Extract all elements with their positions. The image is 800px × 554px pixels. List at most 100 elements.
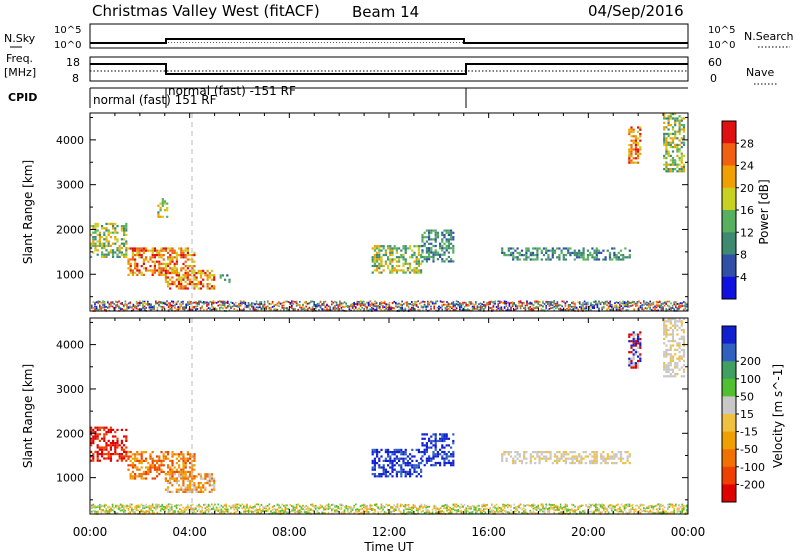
colorbar-swatch xyxy=(722,414,736,433)
scatter-region-3 xyxy=(164,473,216,493)
colorbar-swatch xyxy=(722,431,736,450)
y-tick-label: 1000 xyxy=(56,268,84,281)
colorbar-swatch xyxy=(722,396,736,415)
y-tick-label: 3000 xyxy=(56,383,84,396)
nsky-label: N.Sky xyxy=(4,32,36,45)
x-tick-label: 20:00 xyxy=(571,525,606,539)
colorbar-swatch xyxy=(722,210,736,233)
y-tick-label: 4000 xyxy=(56,134,84,147)
power-colorbar: 4 8 12 16 20 24 28 xyxy=(721,120,754,300)
scatter-region-4 xyxy=(219,274,231,284)
freq-tick-top: 18 xyxy=(66,56,80,69)
colorbar-swatch xyxy=(722,187,736,211)
nsky-trace xyxy=(90,38,688,44)
y-tick-label: 2000 xyxy=(56,427,84,440)
scatter-region-7 xyxy=(628,331,642,369)
freq-label-line1: Freq. xyxy=(6,52,33,65)
scatter-region-7 xyxy=(421,229,455,263)
velocity-colorbar-label: Velocity [m s^-1] xyxy=(771,364,785,468)
x-tick-label: 08:00 xyxy=(272,525,307,539)
colorbar-tick-label: 16 xyxy=(740,204,754,217)
nsearch-label: N.Search xyxy=(744,30,794,43)
velocity-panel: 1000 2000 3000 4000 Slant Range [km] -200 -1… xyxy=(21,317,785,515)
x-tick-label: 00:00 xyxy=(73,525,108,539)
y-tick-label: 4000 xyxy=(56,339,84,352)
colorbar-swatch xyxy=(722,232,736,255)
colorbar-swatch xyxy=(722,378,736,397)
scatter-region-10 xyxy=(663,113,686,173)
colorbar-swatch xyxy=(722,276,736,300)
x-tick-label: 00:00 xyxy=(671,525,706,539)
x-axis-label: Time UT xyxy=(363,540,414,554)
scatter-region-5 xyxy=(421,433,455,467)
cpid-strip: CPID normal (fast) 151 RF normal (fast) … xyxy=(8,84,688,108)
y-tick-label: 2000 xyxy=(56,223,84,236)
freq-label-line2: [MHz] xyxy=(4,66,36,79)
beam-label: Beam 14 xyxy=(352,3,419,21)
y-tick-label: 3000 xyxy=(56,179,84,192)
colorbar-tick-label: 50 xyxy=(740,390,754,403)
freq-tick-bottom: 8 xyxy=(72,72,79,85)
scatter-region-4 xyxy=(371,448,423,478)
colorbar-swatch xyxy=(722,466,736,485)
power-ylabel: Slant Range [km] xyxy=(21,160,35,264)
scatter-region-8 xyxy=(663,318,686,378)
colorbar-swatch xyxy=(722,121,736,144)
colorbar-swatch xyxy=(722,326,736,345)
scatter-region-2 xyxy=(127,247,196,276)
scatter-region-9 xyxy=(628,126,642,164)
colorbar-tick-label: -200 xyxy=(740,478,765,491)
plot-title: Christmas Valley West (fitACF) xyxy=(92,2,320,20)
colorbar-tick-label: 12 xyxy=(740,226,754,239)
colorbar-tick-label: 20 xyxy=(740,182,754,195)
nave-label: Nave xyxy=(746,66,774,79)
colorbar-tick-label: 15 xyxy=(740,408,754,421)
colorbar-tick-label: 28 xyxy=(740,137,754,150)
y-tick-label: 1000 xyxy=(56,472,84,485)
velocity-ylabel: Slant Range [km] xyxy=(21,364,35,468)
colorbar-tick-label: 100 xyxy=(740,373,761,386)
scatter-region-3 xyxy=(164,269,216,290)
scatter-region-6 xyxy=(371,245,423,274)
colorbar-tick-label: 8 xyxy=(740,249,747,262)
velocity-colorbar: -200 -100 -50 -15 15 50 100 200 xyxy=(721,325,765,503)
colorbar-tick-label: -15 xyxy=(740,426,758,439)
nsky-tick-bottom-left: 10^0 xyxy=(54,40,81,51)
power-colorbar-label: Power [dB] xyxy=(757,179,771,244)
scatter-region-1 xyxy=(90,222,128,258)
colorbar-tick-label: -100 xyxy=(740,461,765,474)
scatter-region-6 xyxy=(501,451,631,465)
cpid-segment-2: normal (fast) -151 RF xyxy=(168,84,296,98)
x-tick-label: 16:00 xyxy=(471,525,506,539)
nave-tick-top: 60 xyxy=(708,56,722,69)
x-tick-label: 04:00 xyxy=(172,525,207,539)
x-axis: 00:00 04:00 08:00 12:00 16:00 20:00 00:00 xyxy=(73,113,706,539)
cpid-segment-1: normal (fast) 151 RF xyxy=(93,93,217,107)
colorbar-swatch xyxy=(722,484,736,503)
colorbar-swatch xyxy=(722,143,736,166)
scatter-region-1 xyxy=(90,426,128,462)
scatter-region-8 xyxy=(501,247,631,261)
freq-trace xyxy=(90,63,688,75)
colorbar-tick-label: 4 xyxy=(740,271,747,284)
nsky-tick-top-left: 10^5 xyxy=(54,25,81,36)
freq-strip: Freq. [MHz] 18 8 60 0 Nave xyxy=(4,52,778,85)
colorbar-tick-label: 200 xyxy=(740,355,761,368)
nsky-tick-bottom-right: 10^0 xyxy=(708,40,735,51)
colorbar-tick-label: -50 xyxy=(740,443,758,456)
date-label: 04/Sep/2016 xyxy=(588,2,684,20)
scatter-region-5 xyxy=(157,198,169,218)
colorbar-swatch xyxy=(722,165,736,189)
colorbar-swatch xyxy=(722,254,736,278)
nsky-tick-top-right: 10^5 xyxy=(708,25,735,36)
power-panel: 1000 2000 3000 4000 Slant Range [km] 4 8 12 16… xyxy=(21,112,771,312)
x-tick-label: 12:00 xyxy=(372,525,407,539)
nave-tick-bottom: 0 xyxy=(710,72,717,85)
nsky-strip: N.Sky 10^5 10^0 10^5 10^0 N.Search xyxy=(4,23,794,51)
colorbar-swatch xyxy=(722,343,736,362)
colorbar-tick-label: 24 xyxy=(740,160,754,173)
colorbar-swatch xyxy=(722,449,736,468)
cpid-label: CPID xyxy=(8,91,37,104)
colorbar-swatch xyxy=(722,361,736,380)
